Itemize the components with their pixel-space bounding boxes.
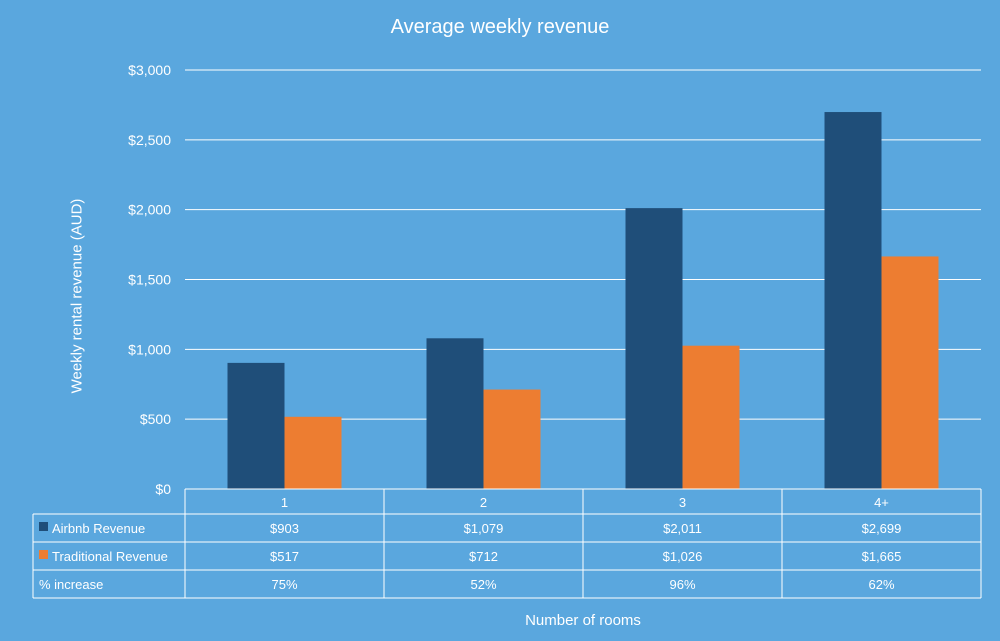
legend-key-traditional [39,550,48,559]
bar-airbnb-3 [625,208,683,489]
y-tick-label: $500 [140,411,171,427]
row-label: Airbnb Revenue [52,521,145,536]
chart-title: Average weekly revenue [390,16,610,38]
row-label: Traditional Revenue [52,549,168,564]
table-cell: 52% [470,577,496,592]
row-label: % increase [39,577,103,592]
y-tick-label: $2,500 [128,132,171,148]
table-cell: $1,665 [862,549,902,564]
bar-traditional-4 [881,256,939,489]
x-category-label: 3 [679,495,686,510]
table-cell: $2,699 [862,521,902,536]
legend-key-airbnb [39,522,48,531]
table-cell: $712 [469,549,498,564]
table-cell: $1,026 [663,549,703,564]
bar-airbnb-2 [426,338,484,489]
table-cell: 62% [868,577,894,592]
table-cell: $903 [270,521,299,536]
x-category-label: 2 [480,495,487,510]
y-tick-label: $1,500 [128,272,171,288]
bar-airbnb-4 [824,112,882,489]
bar-airbnb-1 [227,362,285,489]
x-category-label: 4+ [874,495,889,510]
table-cell: $2,011 [663,521,702,536]
y-tick-label: $3,000 [128,62,171,78]
y-tick-label: $0 [155,481,171,497]
x-category-label: 1 [281,495,288,510]
y-tick-label: $1,000 [128,341,171,357]
table-cell: 75% [271,577,297,592]
table-cell: $517 [270,549,299,564]
bar-traditional-3 [682,345,740,489]
bar-traditional-1 [284,416,342,489]
table-cell: $1,079 [464,521,504,536]
y-tick-label: $2,000 [128,202,171,218]
bar-traditional-2 [483,389,541,489]
table-cell: 96% [669,577,695,592]
x-axis-label: Number of rooms [525,612,641,629]
